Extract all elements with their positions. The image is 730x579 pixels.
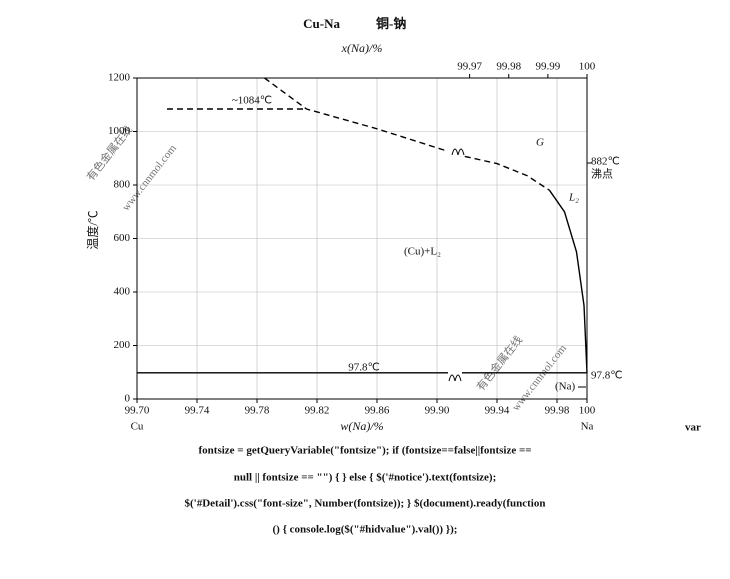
annotation: Na <box>581 421 594 433</box>
curve <box>548 189 588 373</box>
annotation: 882℃ <box>591 156 620 168</box>
x-tick-label: 99.70 <box>125 405 150 417</box>
y-tick-label: 600 <box>114 232 131 244</box>
chart-subtitle: 铜-钠 <box>375 16 406 31</box>
annotation: G <box>536 137 544 149</box>
page-text: null || fontsize == "") { } else { $('#n… <box>234 472 497 484</box>
annotation: (Na) <box>555 381 575 393</box>
curve <box>454 153 550 191</box>
x-tick-label: 99.98 <box>545 405 570 417</box>
annotation: Cu <box>131 421 144 433</box>
annotation: L₂ <box>568 192 579 204</box>
x-tick-label: 99.90 <box>425 405 450 417</box>
ticks: 0 200 400 600 800 1000 1200 99.70 99.74 99.78 99.8… <box>108 61 596 417</box>
x-tick-label: 99.82 <box>305 405 330 417</box>
x-tick-label: 99.94 <box>485 405 510 417</box>
axis-break <box>448 144 465 382</box>
y-tick-label: 200 <box>114 339 131 351</box>
page-text: () { console.log($("#hidvalue").val()) }… <box>273 524 458 536</box>
x-axis-label: w(Na)/% <box>340 419 383 433</box>
chart-title: Cu-Na <box>303 16 340 31</box>
x-tick-label: 100 <box>579 405 596 417</box>
x2-tick-label: 99.99 <box>535 61 560 73</box>
annotation: (Cu)+L₂ <box>404 246 441 258</box>
y-tick-label: 1000 <box>108 125 131 137</box>
y-axis-label: 温度/℃ <box>85 210 100 249</box>
curves <box>137 77 588 374</box>
annotation: 沸点 <box>591 168 613 181</box>
x2-tick-label: 99.97 <box>457 61 482 73</box>
x2-axis-label: x(Na)/% <box>341 41 383 55</box>
x-tick-label: 99.78 <box>245 405 270 417</box>
page-text: var <box>685 422 701 434</box>
y-tick-label: 0 <box>125 393 131 405</box>
annotation: ~1084℃ <box>232 95 272 107</box>
page-text: fontsize = getQueryVariable("fontsize");… <box>199 445 532 457</box>
x2-tick-label: 100 <box>579 61 596 73</box>
y-tick-label: 800 <box>114 179 131 191</box>
figure <box>62 0 600 436</box>
annotation: 97.8℃ <box>348 362 380 374</box>
y-tick-label: 400 <box>114 286 131 298</box>
page-text: $('#Detail').css("font-size", Number(fon… <box>185 498 546 510</box>
curve <box>264 77 445 151</box>
y-tick-label: 1200 <box>108 72 131 84</box>
annotation: 97.8℃ <box>591 370 623 382</box>
x-tick-label: 99.86 <box>365 405 390 417</box>
x2-tick-label: 99.98 <box>496 61 521 73</box>
x-tick-label: 99.74 <box>185 405 210 417</box>
